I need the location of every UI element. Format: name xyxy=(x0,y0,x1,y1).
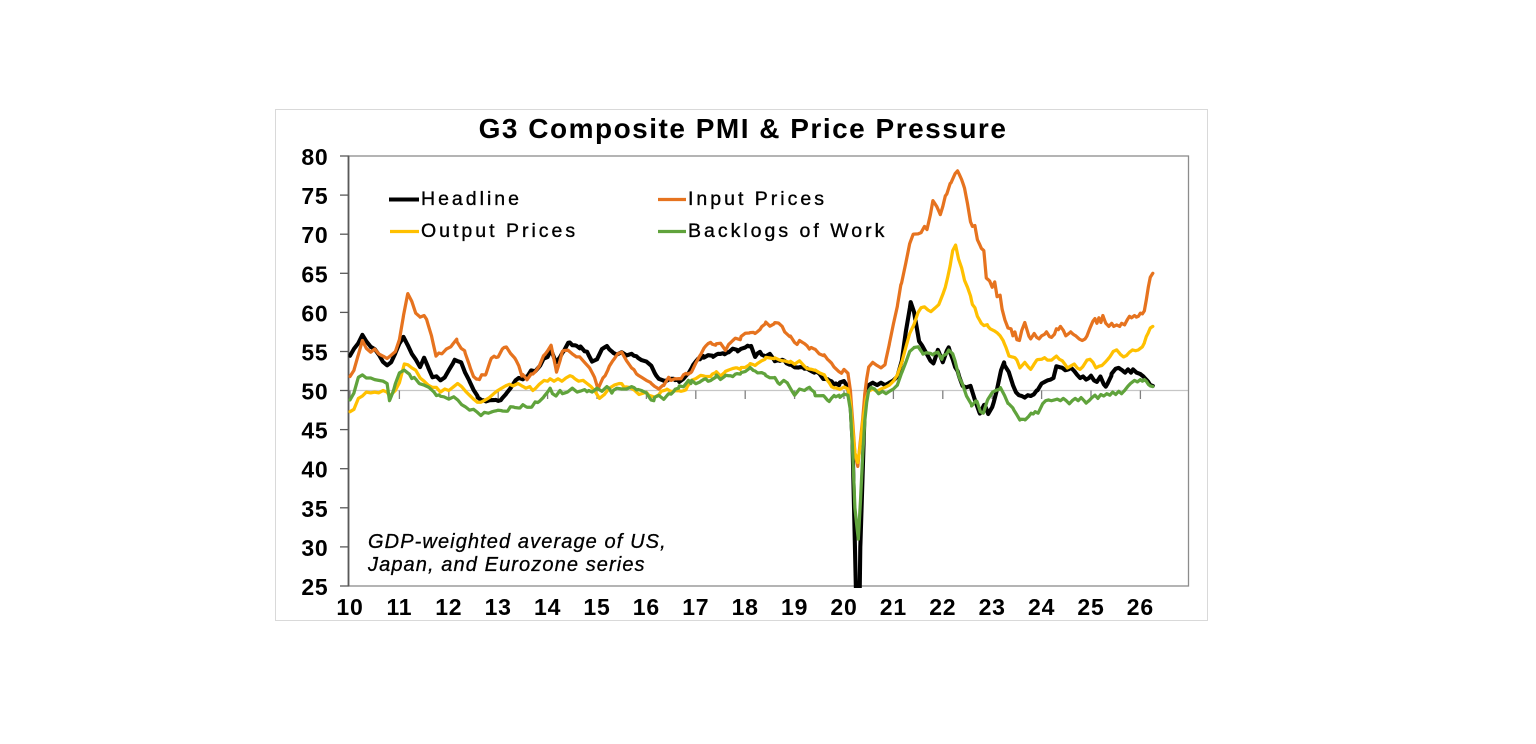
svg-text:20: 20 xyxy=(830,594,857,620)
svg-text:G3 Composite PMI & Price Press: G3 Composite PMI & Price Pressure xyxy=(479,113,1008,144)
svg-text:Japan, and Eurozone series: Japan, and Eurozone series xyxy=(367,554,646,576)
svg-text:16: 16 xyxy=(633,594,660,620)
svg-text:25: 25 xyxy=(301,574,328,600)
svg-text:70: 70 xyxy=(301,222,328,248)
svg-text:25: 25 xyxy=(1077,594,1104,620)
svg-text:10: 10 xyxy=(336,594,363,620)
svg-text:14: 14 xyxy=(534,594,561,620)
svg-text:55: 55 xyxy=(301,340,328,366)
svg-text:21: 21 xyxy=(880,594,907,620)
svg-text:60: 60 xyxy=(301,300,328,326)
svg-text:13: 13 xyxy=(485,594,512,620)
svg-text:18: 18 xyxy=(732,594,759,620)
svg-text:11: 11 xyxy=(386,594,412,620)
svg-text:45: 45 xyxy=(301,418,328,444)
svg-text:15: 15 xyxy=(583,594,610,620)
svg-text:80: 80 xyxy=(301,144,328,170)
svg-text:50: 50 xyxy=(301,379,328,405)
svg-text:Input Prices: Input Prices xyxy=(688,188,827,210)
svg-text:Headline: Headline xyxy=(421,188,522,210)
svg-text:19: 19 xyxy=(781,594,808,620)
svg-text:23: 23 xyxy=(979,594,1006,620)
svg-text:65: 65 xyxy=(301,261,328,287)
svg-text:24: 24 xyxy=(1028,594,1055,620)
svg-text:12: 12 xyxy=(435,594,462,620)
svg-text:GDP-weighted average of US,: GDP-weighted average of US, xyxy=(368,531,667,553)
svg-text:17: 17 xyxy=(682,594,709,620)
svg-text:Backlogs of Work: Backlogs of Work xyxy=(688,220,887,242)
svg-text:22: 22 xyxy=(929,594,956,620)
svg-text:35: 35 xyxy=(301,496,328,522)
svg-text:26: 26 xyxy=(1127,594,1154,620)
svg-text:40: 40 xyxy=(301,457,328,483)
svg-text:75: 75 xyxy=(301,183,328,209)
svg-text:Output Prices: Output Prices xyxy=(421,220,578,242)
svg-text:30: 30 xyxy=(301,535,328,561)
